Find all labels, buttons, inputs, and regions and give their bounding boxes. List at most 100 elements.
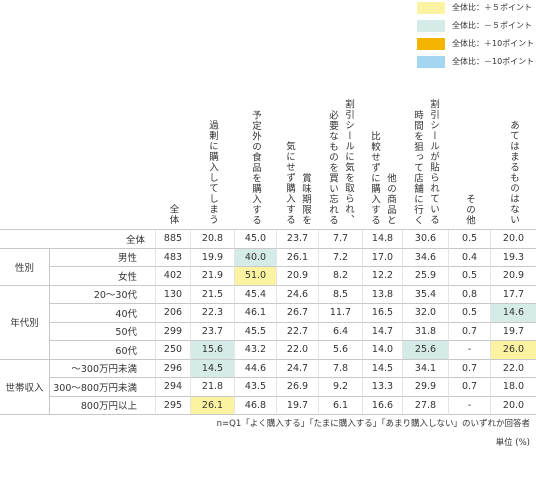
column-header-line: 必要なものを買い忘れる — [327, 109, 338, 226]
table-cell: 6.1 — [318, 396, 362, 415]
column-header: 他の商品と 比較せずに購入する — [362, 110, 402, 226]
table-cell: 51.0 — [234, 267, 276, 286]
legend-swatch — [417, 2, 445, 14]
table-cell: 16.5 — [362, 304, 402, 323]
table-cell: 19.7 — [490, 322, 536, 341]
column-header-line: 賞味期限を — [300, 172, 311, 226]
table-cell: 7.7 — [318, 230, 362, 249]
table-cell: 30.6 — [402, 230, 448, 249]
table-cell: 23.7 — [190, 322, 234, 341]
table-cell: - — [448, 341, 490, 360]
table-cell: 31.8 — [402, 322, 448, 341]
table-cell: 22.0 — [490, 359, 536, 378]
table-cell: 24.7 — [276, 359, 318, 378]
legend-label: 全体比：－５ポイント — [452, 21, 532, 30]
table-cell: 0.7 — [448, 359, 490, 378]
row-label: ～300万円未満 — [50, 360, 155, 378]
row-label: 全体 — [0, 230, 155, 249]
note: n=Q1「よく購入する」「たまに購入する」「あまり購入しない」のいずれか回答者 — [216, 419, 530, 429]
table-cell: - — [448, 396, 490, 415]
table-cell: 19.3 — [490, 248, 536, 267]
row-label: 60代 — [50, 341, 155, 360]
table-cell: 26.0 — [490, 341, 536, 360]
table-cell: 5.6 — [318, 341, 362, 360]
table-cell: 26.1 — [276, 248, 318, 267]
column-header-line: 過剰に購入してしまう — [207, 120, 218, 225]
table-cell: 21.5 — [190, 285, 234, 304]
table-top-rule — [0, 229, 536, 230]
table-cell: 885 — [155, 230, 190, 249]
table-cell: 296 — [155, 359, 190, 378]
table-cell: 402 — [155, 267, 190, 286]
table-cell: 22.7 — [276, 322, 318, 341]
legend-label: 全体比：＋５ポイント — [452, 3, 532, 12]
table-cell: 20.0 — [490, 396, 536, 415]
table-cell: 23.7 — [276, 230, 318, 249]
table-cell: 14.6 — [490, 304, 536, 323]
legend-swatch — [417, 38, 445, 50]
table-cell: 7.8 — [318, 359, 362, 378]
table-cell: 8.5 — [318, 285, 362, 304]
table-cell: 0.5 — [448, 304, 490, 323]
row-label: 40代 — [50, 304, 155, 323]
column-header-line: あてはまるものはない — [508, 120, 519, 225]
row-label: 女性 — [50, 267, 155, 286]
column-header: 割引シールに気を取られ、 必要なものを買い忘れる — [318, 99, 362, 226]
table-cell: 18.0 — [490, 378, 536, 397]
group-label: 年代別 — [0, 285, 50, 360]
column-header: 割引シールが貼られている 時間を狙って店舗に行く — [402, 99, 448, 226]
column-header-line: 気にせず購入する — [284, 141, 295, 225]
table-cell: 130 — [155, 285, 190, 304]
table-cell: 9.2 — [318, 378, 362, 397]
table-cell: 29.9 — [402, 378, 448, 397]
column-header-line: 時間を狙って店舗に行く — [412, 109, 423, 226]
legend-swatch — [417, 56, 445, 68]
table-cell: 20.8 — [190, 230, 234, 249]
table-cell: 0.8 — [448, 285, 490, 304]
row-label: 300～800万円未満 — [50, 378, 155, 397]
table-cell: 43.5 — [234, 378, 276, 397]
table-cell: 206 — [155, 304, 190, 323]
table-cell: 25.9 — [402, 267, 448, 286]
table-cell: 295 — [155, 396, 190, 415]
table-cell: 0.4 — [448, 248, 490, 267]
table-cell: 46.8 — [234, 396, 276, 415]
table-cell: 14.5 — [362, 359, 402, 378]
table-cell: 19.9 — [190, 248, 234, 267]
table-cell: 43.2 — [234, 341, 276, 360]
table-cell: 40.0 — [234, 248, 276, 267]
table-cell: 14.0 — [362, 341, 402, 360]
table-cell: 8.2 — [318, 267, 362, 286]
column-header-line: 比較せずに購入する — [369, 130, 380, 226]
table-cell: 0.7 — [448, 322, 490, 341]
table-cell: 19.7 — [276, 396, 318, 415]
table-cell: 46.1 — [234, 304, 276, 323]
table-cell: 20.0 — [490, 230, 536, 249]
column-header-line: 全体 — [167, 204, 179, 225]
group-label: 性別 — [0, 248, 50, 286]
table-cell: 45.0 — [234, 230, 276, 249]
table-cell: 22.0 — [276, 341, 318, 360]
table-cell: 15.6 — [190, 341, 234, 360]
column-header: その他 — [448, 110, 490, 226]
group-label: 世帯収入 — [0, 359, 50, 415]
legend-label: 全体比：＋10ポイント — [452, 39, 535, 48]
table-cell: 12.2 — [362, 267, 402, 286]
table-cell: 0.5 — [448, 230, 490, 249]
table-cell: 21.8 — [190, 378, 234, 397]
table-cell: 45.4 — [234, 285, 276, 304]
table-cell: 6.4 — [318, 322, 362, 341]
table-cell: 294 — [155, 378, 190, 397]
column-header: 賞味期限を 気にせず購入する — [276, 110, 318, 225]
table-cell: 24.6 — [276, 285, 318, 304]
table-cell: 483 — [155, 248, 190, 267]
column-header: 過剰に購入してしまう — [190, 110, 234, 225]
table-cell: 45.5 — [234, 322, 276, 341]
table-cell: 7.2 — [318, 248, 362, 267]
table-cell: 0.7 — [448, 378, 490, 397]
table-cell: 44.6 — [234, 359, 276, 378]
table-cell: 299 — [155, 322, 190, 341]
table-cell: 13.8 — [362, 285, 402, 304]
table-cell: 20.9 — [276, 267, 318, 286]
